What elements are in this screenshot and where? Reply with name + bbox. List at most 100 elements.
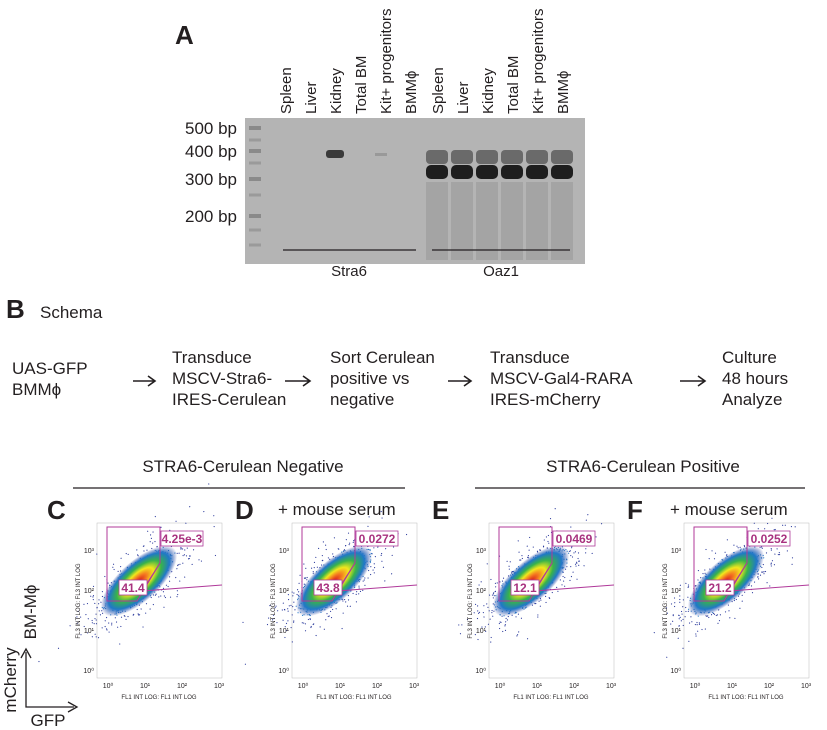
event (767, 522, 769, 525)
band (451, 150, 473, 164)
event (373, 547, 375, 549)
event (719, 614, 721, 616)
band (501, 150, 523, 164)
event (335, 608, 337, 610)
event (500, 621, 502, 623)
event (266, 623, 269, 626)
event (322, 541, 324, 543)
y-tick-label: 10³ (671, 548, 682, 555)
event (292, 595, 294, 597)
event (101, 595, 104, 598)
event (203, 510, 205, 513)
event (526, 638, 529, 640)
event (345, 601, 347, 603)
event (682, 618, 684, 620)
event (364, 584, 366, 586)
event (291, 641, 293, 643)
event (268, 617, 270, 619)
event (681, 613, 683, 615)
gate (301, 526, 356, 602)
event (726, 539, 728, 541)
event (517, 613, 520, 615)
x-tick-label: 10⁰ (298, 682, 309, 690)
arrow (680, 375, 707, 387)
event (293, 621, 295, 623)
event (271, 619, 274, 621)
event (794, 526, 796, 528)
event (364, 577, 366, 579)
event (786, 550, 788, 552)
event (57, 647, 60, 649)
event (179, 580, 181, 582)
event (349, 605, 351, 607)
event (672, 614, 674, 617)
x-tick-label: 10³ (801, 683, 812, 690)
gate-box (160, 530, 204, 547)
event (120, 565, 122, 568)
x-tick-label: 10¹ (532, 683, 543, 690)
event (583, 565, 585, 567)
event (477, 610, 479, 612)
event (547, 540, 549, 543)
event (111, 624, 113, 626)
event (570, 566, 572, 568)
y-tick-label: 10³ (84, 548, 95, 555)
event (697, 630, 699, 632)
event (501, 580, 504, 582)
step-text: BMMϕ (12, 380, 61, 399)
event (591, 552, 593, 555)
band (326, 150, 344, 158)
event (764, 570, 767, 573)
event (759, 574, 762, 576)
event (490, 578, 492, 581)
event (276, 622, 278, 624)
lane-label: Spleen (278, 67, 295, 114)
event (353, 540, 355, 542)
event (94, 618, 96, 620)
event (488, 610, 490, 612)
event (136, 608, 138, 611)
event (90, 595, 92, 597)
gate (533, 527, 615, 592)
event (105, 616, 108, 619)
event (532, 546, 534, 548)
ladder-band (249, 243, 261, 247)
event (352, 592, 354, 595)
event (315, 556, 317, 558)
event (578, 560, 581, 562)
event (687, 610, 689, 612)
event (374, 556, 376, 558)
event (163, 595, 165, 597)
event (585, 519, 587, 521)
event (104, 625, 106, 628)
event (140, 608, 142, 610)
step-text: Transduce (490, 348, 570, 367)
event (282, 619, 284, 621)
event (569, 550, 572, 552)
event (186, 547, 188, 549)
lane-label: Kidney (328, 68, 345, 114)
event (543, 539, 545, 541)
event (285, 622, 288, 625)
band (551, 165, 573, 179)
event (363, 579, 365, 581)
event (537, 614, 539, 616)
event (478, 584, 480, 586)
event (149, 541, 151, 543)
event (545, 536, 548, 538)
event (679, 598, 681, 601)
ladder-band (249, 193, 261, 197)
event (487, 606, 489, 608)
event (585, 548, 587, 550)
event (718, 620, 721, 622)
event (298, 582, 300, 584)
event (545, 601, 547, 604)
event (506, 619, 509, 621)
event (679, 616, 681, 619)
event (690, 616, 692, 618)
event (678, 618, 680, 620)
event (149, 608, 151, 610)
event (294, 609, 296, 611)
condition: + mouse serum (670, 500, 788, 519)
event (169, 580, 171, 582)
